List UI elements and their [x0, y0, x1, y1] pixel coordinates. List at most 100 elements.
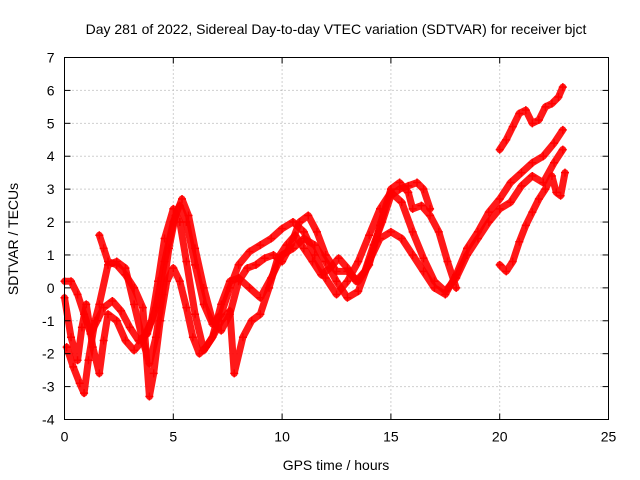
data-point-marker: [156, 316, 165, 325]
data-point-marker: [130, 300, 139, 309]
data-point-marker: [95, 231, 104, 240]
data-point-marker: [208, 316, 217, 325]
data-point-marker: [495, 195, 504, 204]
data-point-marker: [397, 234, 406, 243]
data-point-marker: [517, 181, 526, 190]
data-point-marker: [550, 158, 559, 167]
data-point-marker: [243, 264, 252, 273]
data-point-marker: [528, 208, 537, 217]
data-point-marker: [508, 257, 517, 266]
data-point-marker: [558, 83, 567, 92]
y-tick-label: -4: [42, 412, 55, 428]
data-point-marker: [117, 306, 126, 315]
x-tick-label: 5: [169, 429, 177, 445]
data-point-marker: [354, 287, 363, 296]
data-point-marker: [308, 257, 317, 266]
data-point-marker: [332, 267, 341, 276]
data-point-marker: [463, 250, 472, 259]
data-point-marker: [199, 283, 208, 292]
data-point-marker: [506, 178, 515, 187]
data-point-marker: [169, 264, 178, 273]
grid: [64, 57, 609, 420]
data-point-marker: [441, 287, 450, 296]
data-point-marker: [426, 204, 435, 213]
data-point-marker: [108, 297, 117, 306]
data-point-marker: [547, 99, 556, 108]
data-point-marker: [245, 283, 254, 292]
data-point-marker: [502, 135, 511, 144]
data-point-marker: [560, 168, 569, 177]
data-point-marker: [541, 185, 550, 194]
data-point-marker: [495, 260, 504, 269]
data-point-marker: [67, 333, 76, 342]
data-point-marker: [539, 152, 548, 161]
data-point-marker: [419, 185, 428, 194]
data-point-marker: [69, 362, 78, 371]
data-point-marker: [251, 260, 260, 269]
data-point-marker: [99, 244, 108, 253]
data-point-marker: [191, 244, 200, 253]
data-point-marker: [325, 264, 334, 273]
data-point-marker: [495, 204, 504, 213]
data-point-marker: [417, 201, 426, 210]
data-point-marker: [495, 145, 504, 154]
data-point-marker: [413, 178, 422, 187]
data-point-marker: [125, 323, 134, 332]
data-point-marker: [321, 250, 330, 259]
data-point-marker: [225, 306, 234, 315]
data-point-marker: [484, 208, 493, 217]
data-point-marker: [245, 247, 254, 256]
data-point-marker: [534, 195, 543, 204]
data-point-marker: [182, 257, 191, 266]
y-tick-label: -1: [42, 313, 55, 329]
data-point-marker: [502, 267, 511, 276]
data-point-marker: [317, 270, 326, 279]
data-point-marker: [84, 356, 93, 365]
data-point-marker: [541, 102, 550, 111]
data-point-marker: [256, 241, 265, 250]
data-point-marker: [73, 290, 82, 299]
data-point-marker: [95, 300, 104, 309]
x-tick-label: 25: [601, 429, 617, 445]
data-point-marker: [343, 277, 352, 286]
data-point-marker: [343, 293, 352, 302]
data-point-marker: [121, 270, 130, 279]
data-point-marker: [130, 283, 139, 292]
y-tick-label: -3: [42, 379, 55, 395]
data-point-marker: [273, 254, 282, 263]
data-point-marker: [184, 211, 193, 220]
data-point-marker: [104, 257, 113, 266]
data-point-marker: [217, 316, 226, 325]
data-point-marker: [558, 125, 567, 134]
x-tick-label: 20: [492, 429, 508, 445]
data-point-marker: [121, 336, 130, 345]
plot-frame: [64, 57, 609, 420]
y-tick-label: 6: [47, 82, 55, 98]
data-point-marker: [80, 310, 89, 319]
data-point-marker: [521, 106, 530, 115]
data-point-marker: [171, 211, 180, 220]
data-point-marker: [554, 92, 563, 101]
data-point-marker: [408, 227, 417, 236]
data-point-marker: [247, 316, 256, 325]
data-point-marker: [515, 237, 524, 246]
data-point-marker: [517, 168, 526, 177]
data-point-marker: [395, 185, 404, 194]
data-point-marker: [365, 231, 374, 240]
data-point-marker: [386, 227, 395, 236]
y-tick-label: -2: [42, 346, 55, 362]
y-tick-label: 2: [47, 214, 55, 230]
data-point-marker: [528, 119, 537, 128]
y-tick-label: 7: [47, 50, 55, 66]
data-point-marker: [195, 349, 204, 358]
data-point-marker: [558, 145, 567, 154]
data-point-marker: [419, 254, 428, 263]
data-point-marker: [299, 227, 308, 236]
axis-ticks: 0 5 10 15 20 25 -4 -3 -2 -1 0 1 2 3 4 5 6 7: [42, 50, 616, 445]
data-point-marker: [332, 277, 341, 286]
y-tick-label: 1: [47, 247, 55, 263]
data-point-marker: [182, 303, 191, 312]
data-point-marker: [95, 369, 104, 378]
data-point-marker: [430, 277, 439, 286]
data-point-marker: [452, 283, 461, 292]
